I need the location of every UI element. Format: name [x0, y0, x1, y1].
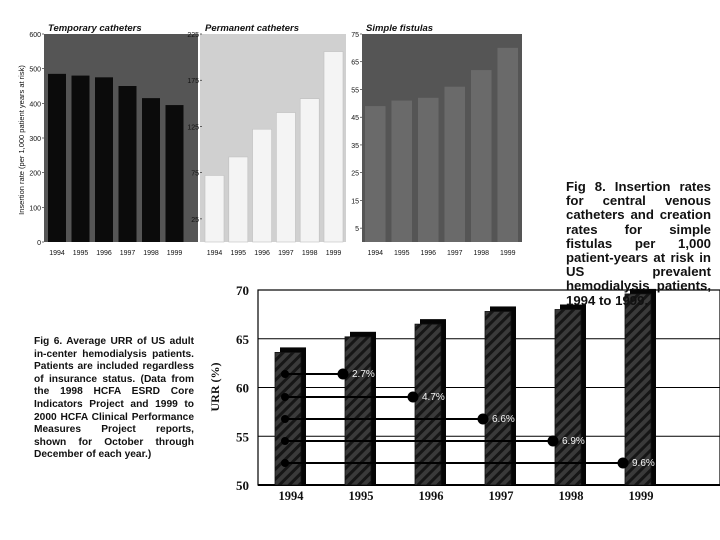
- urr-x-label-1999: 1999: [629, 489, 654, 503]
- panel-0-y-tick-0: 0: [37, 240, 41, 247]
- urr-x-label-1996: 1996: [419, 489, 444, 503]
- panel-2-x-label-1997: 1997: [447, 250, 463, 257]
- panel-0-y-tick-6: 600: [29, 32, 41, 39]
- panel-temporary-title: Temporary catheters: [48, 23, 142, 34]
- urr-change-start-dot-0: [281, 370, 289, 378]
- panel-0-y-tick-4: 400: [29, 101, 41, 108]
- panel-1-bar-1996: [252, 128, 272, 243]
- panel-0-bar-1999: [165, 105, 184, 242]
- panel-fistula-bg: [362, 34, 522, 242]
- urr-bar-1997: [484, 311, 512, 486]
- urr-change-start-dot-3: [281, 437, 289, 445]
- fig8-caption: Fig 8. Insertion rates for central venou…: [566, 179, 711, 308]
- urr-change-label-2: 6.6%: [492, 414, 515, 425]
- urr-change-end-dot-2: [477, 413, 489, 425]
- urr-y-tick-50: 50: [236, 478, 249, 493]
- urr-change-label-0: 2.7%: [352, 369, 375, 380]
- panel-1-x-label-1996: 1996: [254, 250, 270, 257]
- panel-1-y-tick-2: 125: [187, 124, 199, 131]
- urr-bar-1995: [344, 336, 372, 486]
- panel-2-bar-1997: [444, 86, 465, 243]
- urr-change-start-dot-2: [281, 415, 289, 423]
- panel-0-bar-1997: [118, 86, 137, 242]
- urr-x-label-1998: 1998: [559, 489, 584, 503]
- panel-2-y-tick-6: 65: [351, 60, 359, 67]
- urr-change-label-4: 9.6%: [632, 458, 655, 469]
- panel-0-bar-1995: [71, 75, 90, 242]
- panel-2-y-tick-1: 15: [351, 198, 359, 205]
- panel-1-y-tick-3: 175: [187, 78, 199, 85]
- urr-change-start-dot-1: [281, 393, 289, 401]
- panel-1-x-label-1995: 1995: [231, 250, 247, 257]
- urr-change-end-dot-3: [547, 435, 559, 447]
- urr-bar-1998: [554, 309, 582, 486]
- urr-bar-1996: [414, 323, 442, 486]
- urr-y-tick-65: 65: [236, 332, 250, 347]
- panel-2-bar-1999: [497, 47, 518, 242]
- panel-permanent-title: Permanent catheters: [205, 23, 299, 34]
- panel-1-bar-1994: [204, 175, 225, 243]
- panel-2-bar-1995: [391, 100, 412, 242]
- fig6-caption: Fig 6. Average URR of US adult in-center…: [34, 336, 194, 461]
- panel-2-x-label-1994: 1994: [367, 250, 383, 257]
- panel-2-y-tick-7: 75: [351, 32, 359, 39]
- panel-0-x-label-1999: 1999: [167, 250, 183, 257]
- panel-1-x-label-1994: 1994: [207, 250, 223, 257]
- panel-0-x-label-1994: 1994: [49, 250, 65, 257]
- panel-1-bar-1997: [276, 112, 296, 243]
- panel-1-y-tick-1: 75: [191, 171, 199, 178]
- panel-1-x-label-1999: 1999: [326, 250, 342, 257]
- urr-change-label-1: 4.7%: [422, 392, 445, 403]
- panel-2-x-label-1999: 1999: [500, 250, 516, 257]
- panel-1-y-tick-4: 225: [187, 32, 199, 39]
- panel-0-bar-1998: [142, 98, 160, 242]
- urr-y-axis-label: URR (%): [208, 363, 222, 412]
- urr-change-label-3: 6.9%: [562, 436, 585, 447]
- urr-y-tick-70: 70: [236, 283, 249, 298]
- panel-0-y-tick-3: 300: [29, 136, 41, 143]
- panel-2-y-tick-4: 45: [351, 115, 359, 122]
- panel-2-y-tick-0: 5: [355, 226, 359, 233]
- urr-x-label-1997: 1997: [489, 489, 514, 503]
- panel-2-x-label-1996: 1996: [420, 250, 436, 257]
- panel-2-x-label-1995: 1995: [394, 250, 410, 257]
- panel-2-y-tick-5: 55: [351, 87, 359, 94]
- panel-permanent-bg: [200, 34, 346, 242]
- urr-y-tick-60: 60: [236, 381, 249, 396]
- panel-2-y-tick-3: 35: [351, 143, 359, 150]
- urr-change-start-dot-4: [281, 459, 289, 467]
- panel-0-bar-1996: [95, 77, 113, 242]
- panel-0-y-tick-2: 200: [29, 171, 41, 178]
- panel-fistula-title: Simple fistulas: [366, 23, 433, 34]
- urr-change-end-dot-1: [407, 391, 419, 403]
- panel-0-y-tick-1: 100: [29, 205, 41, 212]
- panel-1-bar-1995: [228, 156, 249, 243]
- panel-1-bar-1998: [299, 98, 320, 243]
- panel-1-x-label-1998: 1998: [302, 250, 318, 257]
- panel-1-y-tick-0: 25: [191, 217, 199, 224]
- urr-x-label-1995: 1995: [349, 489, 374, 503]
- panel-1-x-label-1997: 1997: [278, 250, 294, 257]
- panel-2-x-label-1998: 1998: [473, 250, 489, 257]
- panel-2-bar-1994: [365, 106, 386, 243]
- urr-bar-1999: [624, 293, 652, 486]
- panel-0-x-label-1998: 1998: [143, 250, 159, 257]
- panel-0-x-label-1995: 1995: [73, 250, 89, 257]
- panel-0-x-label-1996: 1996: [96, 250, 112, 257]
- panel-0-x-label-1997: 1997: [120, 250, 136, 257]
- urr-change-end-dot-0: [337, 368, 349, 380]
- fig8-y-axis-label: Insertion rate (per 1,000 patient years …: [17, 65, 26, 215]
- urr-y-tick-55: 55: [236, 429, 250, 444]
- panel-2-y-tick-2: 25: [351, 171, 359, 178]
- urr-x-label-1994: 1994: [279, 489, 305, 503]
- panel-2-bar-1996: [418, 97, 439, 242]
- panel-1-bar-1999: [323, 51, 344, 243]
- panel-0-y-tick-5: 500: [29, 67, 41, 74]
- panel-0-bar-1994: [48, 73, 66, 242]
- urr-change-end-dot-4: [617, 457, 629, 469]
- panel-2-bar-1998: [471, 70, 492, 242]
